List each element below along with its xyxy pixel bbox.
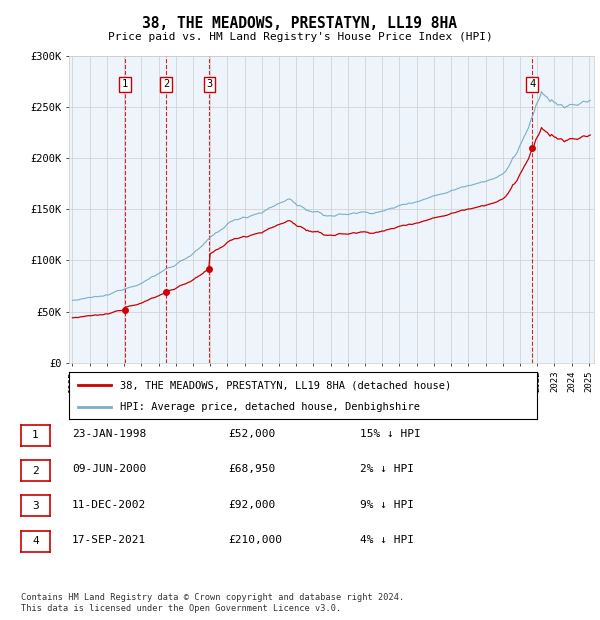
Text: 15% ↓ HPI: 15% ↓ HPI [360,429,421,439]
Text: 38, THE MEADOWS, PRESTATYN, LL19 8HA: 38, THE MEADOWS, PRESTATYN, LL19 8HA [143,16,458,30]
Text: 4: 4 [32,536,39,546]
Text: 4: 4 [529,79,535,89]
Text: £52,000: £52,000 [228,429,275,439]
Text: Price paid vs. HM Land Registry's House Price Index (HPI): Price paid vs. HM Land Registry's House … [107,32,493,42]
Text: 9% ↓ HPI: 9% ↓ HPI [360,500,414,510]
Text: 3: 3 [206,79,212,89]
Text: 2: 2 [163,79,169,89]
Text: 1: 1 [32,430,39,440]
Text: 17-SEP-2021: 17-SEP-2021 [72,535,146,545]
Text: HPI: Average price, detached house, Denbighshire: HPI: Average price, detached house, Denb… [121,402,421,412]
Text: 2: 2 [32,466,39,476]
Text: 23-JAN-1998: 23-JAN-1998 [72,429,146,439]
Text: 09-JUN-2000: 09-JUN-2000 [72,464,146,474]
Text: 3: 3 [32,501,39,511]
Text: 1: 1 [122,79,128,89]
Text: £92,000: £92,000 [228,500,275,510]
Text: 4% ↓ HPI: 4% ↓ HPI [360,535,414,545]
Text: 2% ↓ HPI: 2% ↓ HPI [360,464,414,474]
Text: 38, THE MEADOWS, PRESTATYN, LL19 8HA (detached house): 38, THE MEADOWS, PRESTATYN, LL19 8HA (de… [121,380,452,390]
Text: £68,950: £68,950 [228,464,275,474]
Text: Contains HM Land Registry data © Crown copyright and database right 2024.
This d: Contains HM Land Registry data © Crown c… [21,593,404,613]
Text: £210,000: £210,000 [228,535,282,545]
Text: 11-DEC-2002: 11-DEC-2002 [72,500,146,510]
